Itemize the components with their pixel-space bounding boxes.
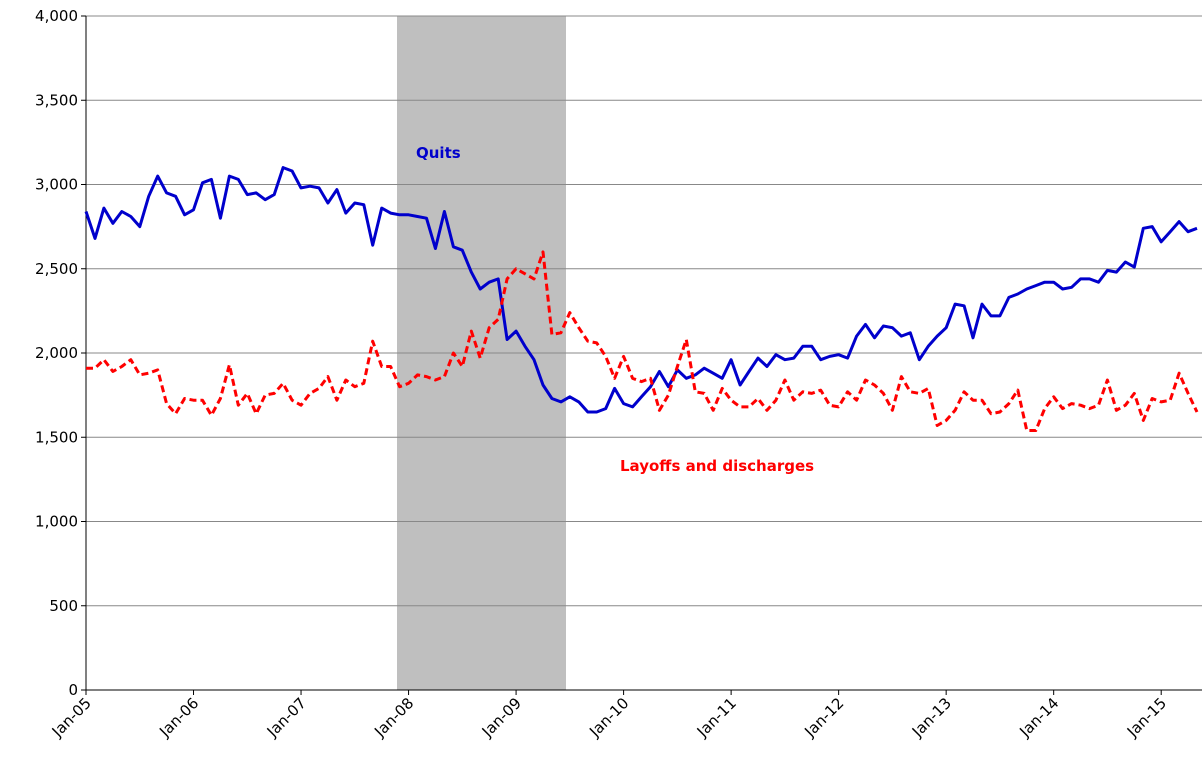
series-label: Layoffs and discharges xyxy=(620,457,814,475)
y-tick-label: 0 xyxy=(68,681,78,699)
y-tick-label: 4,000 xyxy=(35,7,78,25)
x-tick-label: Jan-07 xyxy=(263,694,310,741)
y-tick-label: 3,000 xyxy=(35,176,78,194)
y-tick-label: 500 xyxy=(49,597,78,615)
x-tick-label: Jan-09 xyxy=(478,694,525,741)
x-tick-label: Jan-15 xyxy=(1123,694,1170,741)
y-tick-label: 1,500 xyxy=(35,428,78,446)
series-line xyxy=(84,166,1198,414)
y-tick-label: 1,000 xyxy=(35,513,78,531)
series-line xyxy=(86,250,1199,432)
x-tick-label: Jan-11 xyxy=(693,694,740,741)
x-tick-label: Jan-08 xyxy=(370,694,417,741)
x-tick-label: Jan-05 xyxy=(48,694,95,741)
y-tick-label: 2,500 xyxy=(35,260,78,278)
series-label: Quits xyxy=(416,144,461,162)
x-tick-label: Jan-12 xyxy=(800,694,847,741)
x-tick-label: Jan-13 xyxy=(908,694,955,741)
y-tick-label: 3,500 xyxy=(35,91,78,109)
x-tick-label: Jan-06 xyxy=(155,694,202,741)
y-tick-label: 2,000 xyxy=(35,344,78,362)
x-tick-label: Jan-10 xyxy=(585,694,632,741)
x-tick-label: Jan-14 xyxy=(1015,694,1062,741)
